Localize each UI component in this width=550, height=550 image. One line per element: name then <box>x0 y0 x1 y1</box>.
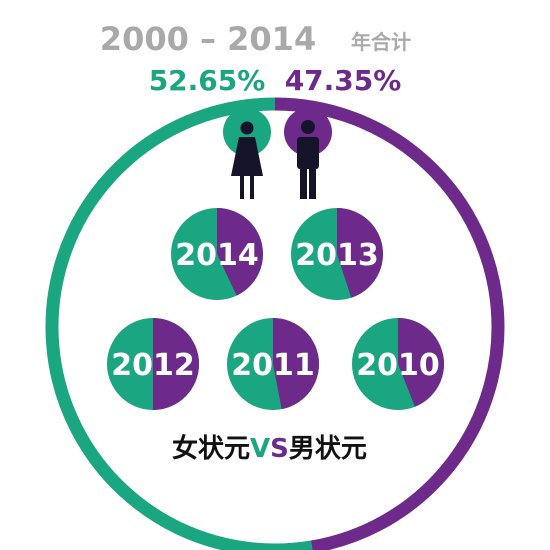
pie-label-2011: 2011 <box>231 348 315 383</box>
pie-label-2014: 2014 <box>175 238 259 273</box>
ring-slice-male <box>274 97 505 550</box>
pie-slice-male-2014 <box>217 208 263 296</box>
male-percentage-label: 47.35% <box>285 64 402 97</box>
pie-label-2012: 2012 <box>111 348 195 383</box>
overall-ring <box>45 97 505 550</box>
pie-label-2013: 2013 <box>295 238 379 273</box>
yearly-pies: 2014 2013 2012 2011 2010 <box>107 208 444 410</box>
chart-title-suffix: 年合计 <box>351 30 411 54</box>
caption-female: 女状元 <box>172 433 250 464</box>
pie-slice-male-2013 <box>337 208 383 298</box>
pie-label-2010: 2010 <box>356 348 440 383</box>
pie-slice-male-2010 <box>398 318 444 407</box>
caption: 女状元VS男状元 <box>172 433 367 464</box>
caption-vs-v: V <box>250 434 270 464</box>
pie-slice-male-2012 <box>153 318 199 410</box>
man-icon <box>284 108 332 199</box>
caption-male: 男状元 <box>289 434 367 464</box>
ring-slice-female <box>45 97 313 550</box>
caption-vs-s: S <box>270 434 289 464</box>
chart-title: 2000 – 2014 <box>100 20 316 58</box>
female-percentage-label: 52.65% <box>149 64 266 97</box>
pie-slice-male-2011 <box>273 318 319 410</box>
woman-icon <box>223 108 271 199</box>
